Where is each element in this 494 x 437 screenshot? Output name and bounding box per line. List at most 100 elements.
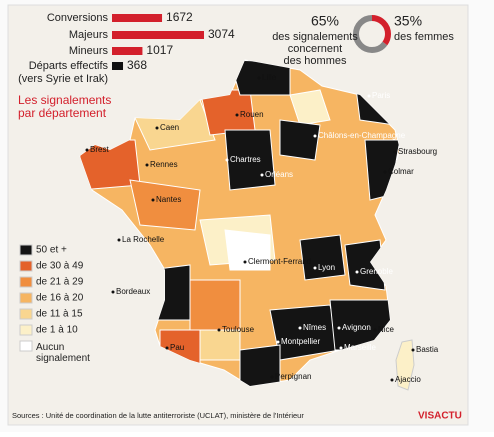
city-label: Caen [160,123,179,132]
city-label: Châlons-en-Champagne [318,131,406,140]
city-label: Strasbourg [398,147,437,156]
city-label: Lille [262,73,277,82]
city-dot [313,266,317,270]
legend-label: de 30 à 49 [36,261,84,272]
city-label: Pau [170,343,184,352]
women-percent: 35% [394,13,422,29]
city-label: Rennes [150,160,178,169]
legend-swatch [19,260,33,272]
city-dot [235,113,239,117]
city-label: Colmar [388,167,414,176]
region [224,229,271,271]
men-percent: 65% [311,13,339,29]
city-dot [313,134,317,138]
city-dot [217,328,221,332]
legend-label: de 21 à 29 [36,277,84,288]
region [344,239,386,291]
women-text: des femmes [394,31,454,43]
city-label: Avignon [342,323,371,332]
region [129,179,201,231]
stat-bar [112,14,163,22]
city-dot [276,340,280,344]
men-text: concernent [288,43,342,55]
legend-label: Aucun signalement [36,342,90,364]
city-dot [117,238,121,242]
stat-value: 368 [127,58,147,72]
city-label: Bastia [416,345,439,354]
legend-label: de 16 à 20 [36,293,84,304]
region [299,234,346,281]
stat-value: 1017 [146,43,173,57]
legend-label: 50 et + [36,245,67,256]
city-dot [155,126,159,130]
city-label: Lyon [318,263,335,272]
legend-swatch [19,292,33,304]
stat-value: 1672 [166,10,193,24]
city-label: Nîmes [303,323,326,332]
city-label: Nantes [156,195,181,204]
map-title: par département [18,106,107,120]
city-label: Toulouse [222,325,255,334]
city-label: Montpellier [281,337,320,346]
region [199,329,241,361]
legend-label-line: Aucun [36,342,64,353]
logo: VISACTU [418,411,462,422]
city-dot [383,170,387,174]
legend-swatch [19,276,33,288]
city-label: Orléans [265,170,293,179]
city-label: Bordeaux [116,287,150,296]
stat-label: Conversions [47,12,109,24]
city-dot [243,260,247,264]
city-label: Paris [372,91,390,100]
stat-label: Mineurs [69,45,109,57]
city-dot [373,328,377,332]
region [279,119,321,161]
city-label: Grenoble [360,267,393,276]
legend-swatch [19,324,33,336]
city-dot [151,198,155,202]
city-dot [355,270,359,274]
region [289,89,331,126]
city-label: Ajaccio [395,375,421,384]
stat-bar [112,31,204,39]
city-label: Brest [90,145,109,154]
city-label: Nice [378,325,395,334]
stat-sublabel: (vers Syrie et Irak) [18,73,108,85]
stat-bar [112,47,143,55]
city-dot [393,150,397,154]
city-dot [411,348,415,352]
legend-label-line: signalement [36,353,90,364]
city-dot [225,158,229,162]
city-dot [260,173,264,177]
stat-bar [112,62,124,70]
men-text: des hommes [284,55,347,67]
city-label: Perpignan [275,372,311,381]
source: Sources : Unité de coordination de la lu… [12,411,304,420]
region [239,344,281,386]
legend-swatch [19,244,33,256]
stat-label: Départs effectifs [29,60,109,72]
city-dot [145,163,149,167]
city-dot [270,375,274,379]
legend-label: de 11 à 15 [36,309,83,320]
men-text: des signalements [272,31,358,43]
city-dot [111,290,115,294]
legend-swatch [19,340,33,352]
city-label: Marseille [344,343,377,352]
city-dot [390,378,394,382]
city-dot [298,326,302,330]
city-label: La Rochelle [122,235,165,244]
city-label: Rouen [240,110,264,119]
city-dot [257,76,261,80]
city-dot [339,346,343,350]
legend-label: de 1 à 10 [36,325,78,336]
donut-women [353,15,391,53]
city-dot [337,326,341,330]
city-label: Chartres [230,155,261,164]
map-title: Les signalements [18,93,111,107]
city-label: Clermont-Ferrand [248,257,311,266]
stat-value: 3074 [208,27,235,41]
city-dot [85,148,89,152]
